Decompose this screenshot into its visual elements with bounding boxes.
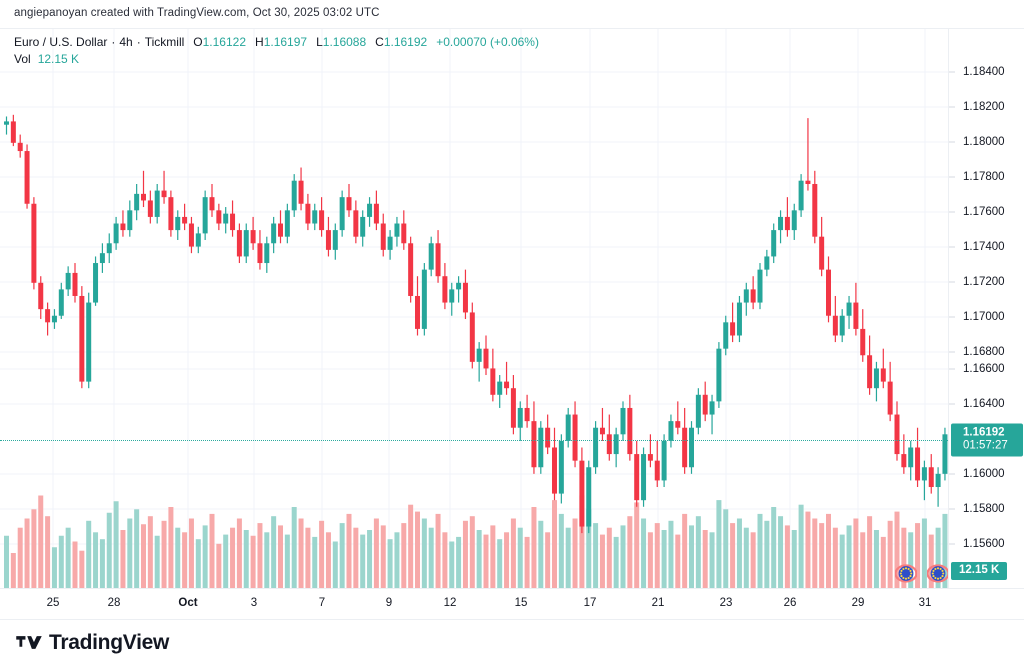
price-tick-dash bbox=[949, 141, 955, 143]
price-tick-label: 1.17200 bbox=[963, 276, 1005, 288]
price-tick-label: 1.16800 bbox=[963, 346, 1005, 358]
price-tick-label: 1.17000 bbox=[963, 311, 1005, 323]
price-tick-dash bbox=[949, 351, 955, 353]
price-tick-label: 1.18400 bbox=[963, 66, 1005, 78]
overlay-layer bbox=[0, 29, 948, 589]
price-tick-dash bbox=[949, 246, 955, 248]
time-tick-label: 26 bbox=[783, 597, 797, 609]
attribution-text: angiepanoyan created with TradingView.co… bbox=[14, 7, 380, 19]
price-tick-label: 1.16000 bbox=[963, 468, 1005, 480]
price-tick-label: 1.17800 bbox=[963, 171, 1005, 183]
tradingview-logo[interactable]: TradingView bbox=[16, 631, 169, 655]
current-price-value: 1.16192 bbox=[963, 426, 1005, 439]
time-tick-label: 31 bbox=[918, 597, 932, 609]
price-tick-dash bbox=[949, 368, 955, 370]
eu-flag-marker[interactable] bbox=[926, 563, 948, 590]
time-tick-label: 9 bbox=[385, 597, 393, 609]
price-tick-label: 1.17600 bbox=[963, 206, 1005, 218]
price-tick-dash bbox=[949, 316, 955, 318]
price-scale[interactable]: 1.16192 01:57:27 12.15 K 1.18400 1.18200 1… bbox=[948, 29, 1024, 605]
eu-flag-marker[interactable] bbox=[897, 588, 919, 590]
price-tick-dash bbox=[949, 176, 955, 178]
tradingview-logo-text: TradingView bbox=[49, 630, 170, 654]
eu-flag-marker[interactable] bbox=[894, 563, 918, 590]
time-tick-label: 12 bbox=[443, 597, 457, 609]
volume-badge[interactable]: 12.15 K bbox=[951, 562, 1007, 580]
tradingview-logo-icon bbox=[16, 636, 42, 649]
price-tick-label: 1.16400 bbox=[963, 398, 1005, 410]
price-tick-label: 1.18000 bbox=[963, 136, 1005, 148]
price-tick-dash bbox=[949, 281, 955, 283]
price-tick-label: 1.17400 bbox=[963, 241, 1005, 253]
time-tick-label: 3 bbox=[250, 597, 258, 609]
price-tick-dash bbox=[949, 211, 955, 213]
bar-countdown-timer: 01:57:27 bbox=[963, 439, 1008, 452]
time-tick-label: 7 bbox=[318, 597, 326, 609]
time-scale[interactable]: 25 28 Oct 3 7 9 12 15 17 21 23 26 29 31 bbox=[0, 588, 1024, 620]
price-tick-dash bbox=[949, 473, 955, 475]
time-tick-label: Oct bbox=[178, 597, 198, 609]
price-tick-dash bbox=[949, 71, 955, 73]
time-tick-label: 17 bbox=[583, 597, 597, 609]
price-tick-dash bbox=[949, 106, 955, 108]
time-tick-label: 28 bbox=[107, 597, 121, 609]
price-tick-dash bbox=[949, 543, 955, 545]
candlestick-series bbox=[4, 114, 948, 589]
price-tick-label: 1.16600 bbox=[963, 363, 1005, 375]
volume-badge-value: 12.15 K bbox=[959, 564, 1000, 576]
time-tick-label: 21 bbox=[651, 597, 665, 609]
current-price-badge[interactable]: 1.16192 01:57:27 bbox=[951, 423, 1023, 457]
price-tick-label: 1.15600 bbox=[963, 538, 1005, 550]
plot-area[interactable] bbox=[0, 29, 948, 589]
time-tick-label: 23 bbox=[719, 597, 733, 609]
price-tick-dash bbox=[949, 403, 955, 405]
eu-flag-marker[interactable] bbox=[927, 588, 948, 590]
price-tick-label: 1.18200 bbox=[963, 101, 1005, 113]
current-price-line bbox=[0, 440, 948, 441]
time-tick-label: 25 bbox=[46, 597, 60, 609]
time-tick-label: 15 bbox=[514, 597, 528, 609]
price-tick-dash bbox=[949, 508, 955, 510]
price-tick-label: 1.15800 bbox=[963, 503, 1005, 515]
footer: TradingView bbox=[0, 620, 1024, 665]
chart-frame: Euro / U.S. Dollar · 4h · Tickmill O 1.16… bbox=[0, 28, 1024, 605]
time-tick-label: 29 bbox=[851, 597, 865, 609]
